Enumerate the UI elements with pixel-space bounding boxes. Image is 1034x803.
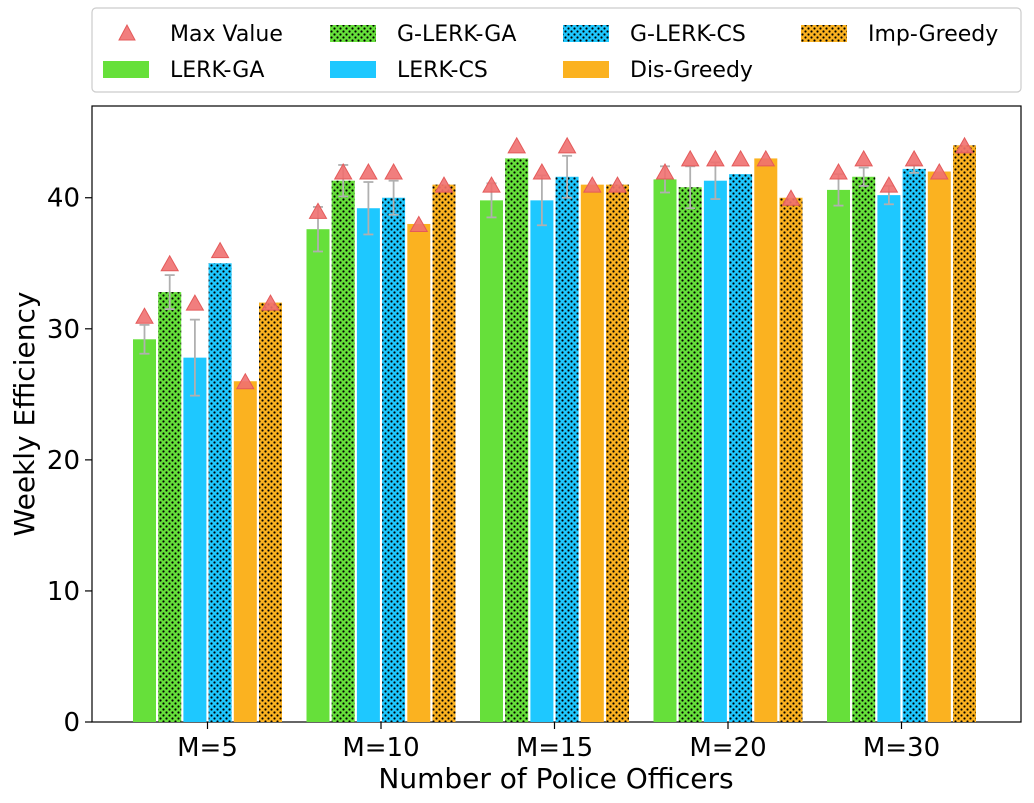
legend-label: LERK-GA: [170, 58, 264, 83]
bar-hatch: [902, 168, 926, 722]
max-value-marker: [409, 215, 429, 232]
max-value-marker: [185, 294, 205, 311]
y-tick-label: 20: [47, 446, 80, 476]
y-tick-label: 30: [47, 315, 80, 345]
bar: [233, 381, 257, 722]
max-value-marker: [261, 294, 280, 311]
max-value-marker: [235, 372, 255, 390]
y-tick-label: 40: [47, 184, 80, 214]
legend-box: [91, 7, 1022, 93]
bar: [133, 339, 156, 722]
max-value-marker: [210, 241, 230, 259]
legend: Max Value LERK-GA G-LERK-GA LERK-CS G-LERK-C…: [91, 7, 1022, 93]
bar-hatch: [331, 180, 355, 722]
legend-label: G-LERK-GA: [397, 22, 516, 47]
bar-hatch: [259, 302, 282, 722]
max-value-marker: [308, 202, 328, 219]
bar-hatch: [729, 174, 753, 722]
max-value-marker: [731, 149, 750, 167]
x-tick-label: M=5: [177, 733, 238, 763]
bar-hatch: [382, 197, 406, 722]
max-value-marker: [955, 136, 974, 154]
max-value-marker: [781, 189, 801, 206]
max-value-marker: [384, 163, 403, 180]
bar-hatch: [158, 292, 182, 722]
max-value-marker: [434, 176, 454, 193]
bar: [480, 200, 503, 722]
bar-hatch: [432, 184, 456, 722]
max-value-marker: [756, 149, 776, 167]
bar-hatch: [953, 145, 976, 722]
x-tick-label: M=30: [863, 733, 940, 763]
max-value-marker: [160, 254, 180, 272]
legend-label: G-LERK-CS: [630, 22, 746, 47]
plot-area: 0 10 20 30 40 M=5 M=10 M=15 M=20 M=30: [47, 105, 1022, 763]
max-value-marker: [854, 149, 874, 167]
bar: [703, 180, 727, 722]
bar: [183, 357, 207, 722]
legend-swatch: [330, 61, 376, 78]
max-value-marker: [507, 136, 527, 154]
legend-swatch-hatch: [801, 25, 847, 42]
bar-hatch: [606, 184, 629, 722]
x-tick-label: M=10: [342, 733, 419, 763]
max-value-marker: [608, 176, 627, 193]
max-value-marker: [879, 176, 899, 193]
max-value-marker: [929, 163, 949, 180]
bar: [827, 189, 850, 722]
bar: [877, 195, 901, 722]
legend-swatch-hatch: [330, 25, 376, 42]
max-value-marker: [904, 149, 924, 167]
bar: [306, 229, 330, 722]
x-axis-title: Number of Police Officers: [378, 762, 733, 795]
max-value-marker: [359, 163, 378, 180]
bar: [580, 184, 604, 722]
max-value-marker: [829, 163, 848, 180]
legend-label: Max Value: [170, 22, 283, 47]
max-value-marker: [557, 136, 577, 154]
legend-swatch: [563, 61, 609, 78]
x-tick-label: M=20: [689, 733, 766, 763]
max-value-marker: [706, 149, 725, 167]
max-value-marker: [655, 163, 675, 180]
bar-hatch: [779, 197, 803, 722]
y-tick-label: 10: [47, 577, 80, 607]
legend-label: Imp-Greedy: [868, 22, 998, 47]
bar: [407, 223, 431, 722]
max-value-marker: [582, 176, 602, 193]
max-value-marker: [532, 163, 552, 180]
bar: [754, 158, 778, 722]
bar: [356, 208, 380, 722]
max-value-marker: [135, 307, 154, 324]
max-value-marker: [482, 176, 501, 193]
y-axis-title: Weekly Efficiency: [8, 292, 41, 537]
legend-label: Dis-Greedy: [630, 58, 753, 83]
bar: [530, 200, 554, 722]
bar-hatch: [208, 263, 232, 722]
bar-hatch: [852, 176, 876, 722]
legend-label: LERK-CS: [397, 58, 488, 83]
max-value-marker: [333, 163, 353, 180]
bar: [653, 179, 677, 722]
legend-swatch-hatch: [563, 25, 609, 42]
legend-marker-max-value: [118, 23, 136, 41]
legend-swatch: [103, 61, 149, 78]
x-tick-label: M=15: [516, 733, 593, 763]
bar-hatch: [678, 187, 702, 722]
y-tick-label: 0: [63, 708, 80, 738]
max-value-marker: [680, 149, 700, 167]
bar-hatch: [555, 176, 579, 722]
bar-hatch: [505, 158, 529, 722]
bar: [927, 171, 951, 722]
